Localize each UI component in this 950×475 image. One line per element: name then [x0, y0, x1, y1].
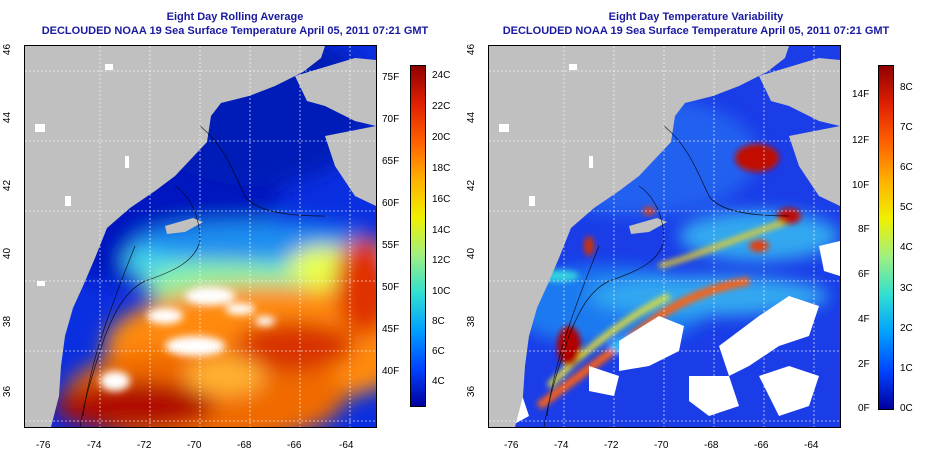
- y-tick: 42: [466, 179, 478, 192]
- y-tick: 44: [466, 111, 478, 124]
- y-tick: 46: [466, 43, 478, 56]
- colorbar-c-label: 6C: [900, 162, 913, 173]
- panel-subtitle: DECLOUDED NOAA 19 Sea Surface Temperatur…: [502, 25, 890, 37]
- x-tick: -64: [339, 440, 354, 451]
- colorbar-c-label: 4C: [432, 376, 445, 387]
- colorbar-c-label: 10C: [432, 286, 451, 297]
- colorbar: [878, 65, 894, 410]
- colorbar-f-label: 60F: [382, 198, 400, 209]
- colorbar-c-label: 4C: [900, 242, 913, 253]
- colorbar-f-label: 45F: [382, 324, 400, 335]
- colorbar-f-label: 50F: [382, 282, 400, 293]
- x-tick: -70: [654, 440, 669, 451]
- colorbar-c-label: 5C: [900, 202, 913, 213]
- y-tick: 38: [466, 315, 478, 328]
- colorbar-f-label: 10F: [852, 180, 870, 191]
- colorbar-f-label: 6F: [858, 269, 870, 280]
- y-tick: 40: [466, 247, 478, 260]
- colorbar-c-label: 24C: [432, 70, 451, 81]
- colorbar-c-label: 18C: [432, 163, 451, 174]
- y-tick: 44: [2, 111, 14, 124]
- x-tick: -74: [87, 440, 102, 451]
- y-tick: 46: [2, 43, 14, 56]
- y-tick: 38: [2, 315, 14, 328]
- x-tick: -66: [754, 440, 769, 451]
- colorbar-c-label: 0C: [900, 403, 913, 414]
- colorbar-c-label: 8C: [432, 316, 445, 327]
- x-tick: -68: [704, 440, 719, 451]
- x-tick: -70: [187, 440, 202, 451]
- x-tick: -66: [287, 440, 302, 451]
- colorbar-f-label: 40F: [382, 366, 400, 377]
- sst-variability-map: [488, 45, 841, 428]
- colorbar-c-label: 20C: [432, 132, 451, 143]
- colorbar-c-label: 12C: [432, 255, 451, 266]
- x-tick: -72: [137, 440, 152, 451]
- sst-variability-panel: Eight Day Temperature Variability DECLOU…: [466, 0, 950, 475]
- colorbar-c-label: 6C: [432, 346, 445, 357]
- panel-title: Eight Day Rolling Average: [166, 11, 304, 23]
- colorbar-f-label: 55F: [382, 240, 400, 251]
- x-tick: -74: [554, 440, 569, 451]
- x-tick: -76: [504, 440, 519, 451]
- colorbar-f-label: 65F: [382, 156, 400, 167]
- x-tick: -68: [237, 440, 252, 451]
- colorbar-c-label: 8C: [900, 82, 913, 93]
- colorbar-f-label: 75F: [382, 72, 400, 83]
- colorbar-c-label: 16C: [432, 194, 451, 205]
- sst-average-map: [24, 45, 377, 428]
- colorbar-c-label: 7C: [900, 122, 913, 133]
- x-tick: -76: [36, 440, 51, 451]
- sst-average-panel: Eight Day Rolling Average DECLOUDED NOAA…: [0, 0, 470, 475]
- y-tick: 36: [2, 385, 14, 398]
- panel-subtitle: DECLOUDED NOAA 19 Sea Surface Temperatur…: [41, 25, 429, 37]
- colorbar-f-label: 70F: [382, 114, 400, 125]
- colorbar-f-label: 2F: [858, 359, 870, 370]
- colorbar-f-label: 8F: [858, 224, 870, 235]
- colorbar-c-label: 3C: [900, 283, 913, 294]
- y-tick: 36: [466, 385, 478, 398]
- colorbar-c-label: 2C: [900, 323, 913, 334]
- colorbar: [410, 65, 426, 407]
- y-tick: 42: [2, 179, 14, 192]
- colorbar-f-label: 0F: [858, 403, 870, 414]
- colorbar-c-label: 1C: [900, 363, 913, 374]
- colorbar-f-label: 12F: [852, 135, 870, 146]
- panel-title: Eight Day Temperature Variability: [608, 11, 784, 23]
- x-tick: -72: [604, 440, 619, 451]
- colorbar-f-label: 4F: [858, 314, 870, 325]
- colorbar-c-label: 22C: [432, 101, 451, 112]
- colorbar-f-label: 14F: [852, 89, 870, 100]
- x-tick: -64: [804, 440, 819, 451]
- colorbar-c-label: 14C: [432, 225, 451, 236]
- y-tick: 40: [2, 247, 14, 260]
